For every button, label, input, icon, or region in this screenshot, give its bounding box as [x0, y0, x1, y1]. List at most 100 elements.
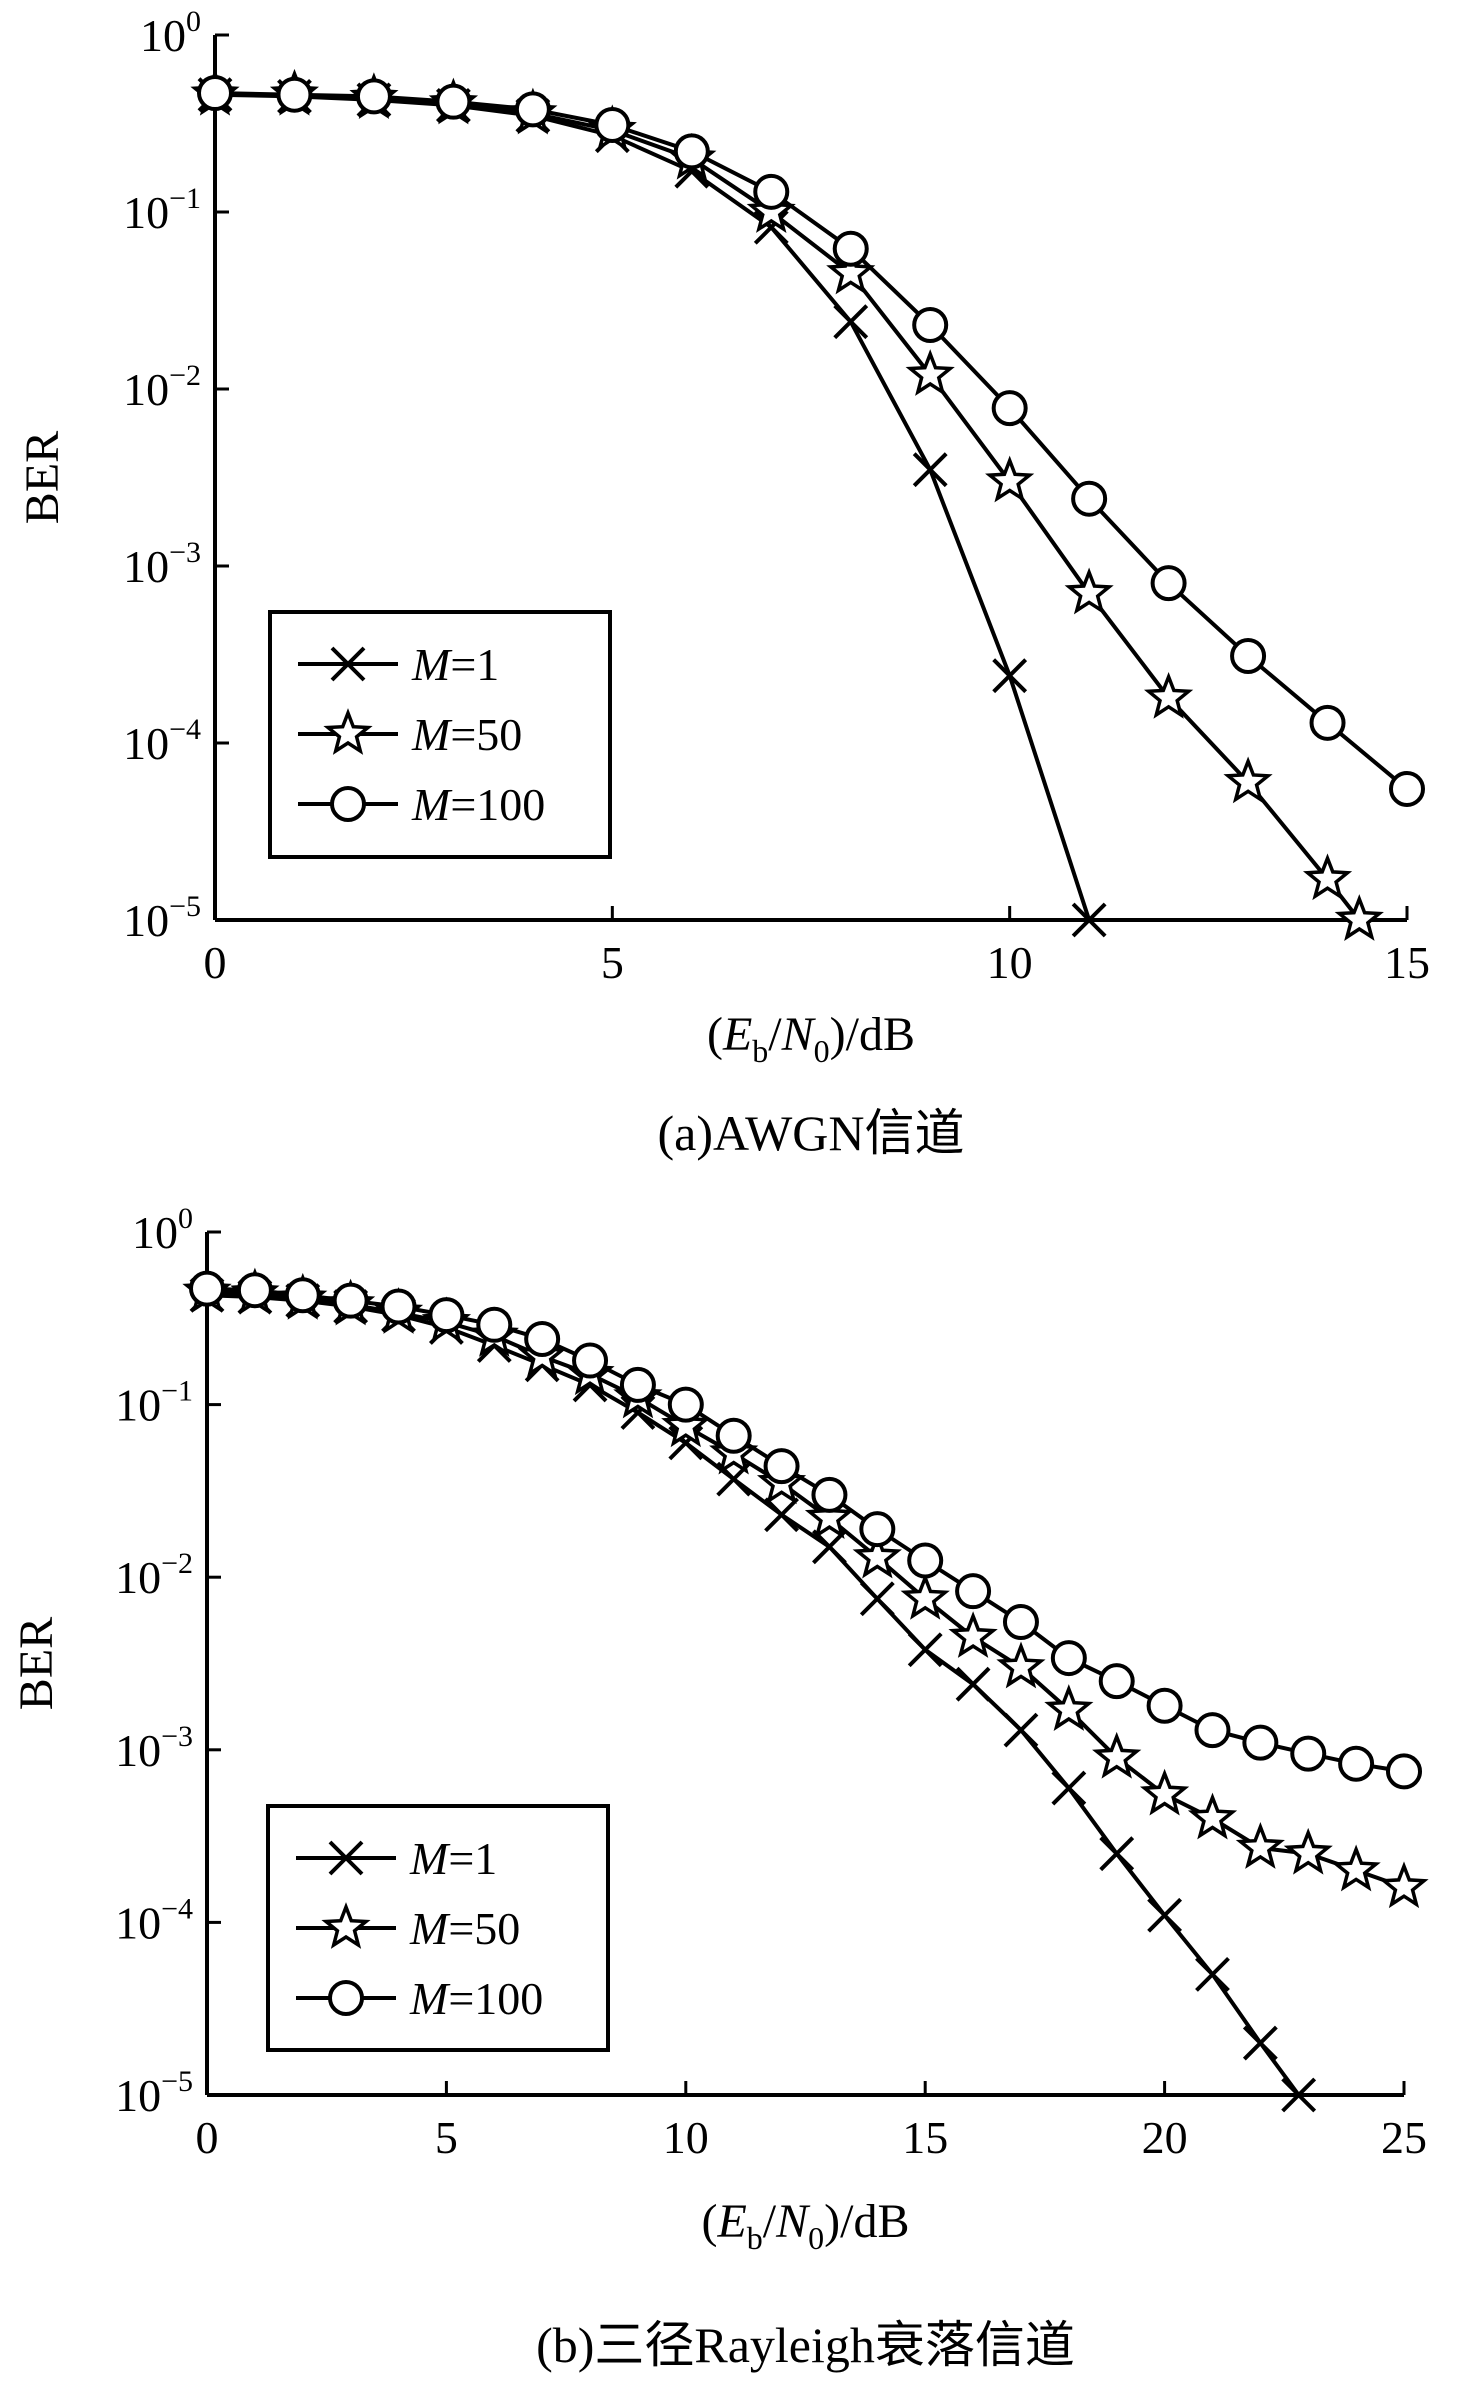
data-point: [1290, 1735, 1327, 1772]
legend-item: M=50: [298, 708, 522, 760]
data-point: [826, 247, 876, 295]
data-point: [715, 1417, 752, 1454]
y-tick-label: 10−2: [115, 1547, 193, 1603]
legend-item: M=100: [296, 1973, 543, 2024]
data-point: [753, 173, 790, 210]
data-point: [1379, 1861, 1429, 1909]
data-point: [859, 1581, 895, 1617]
data-point: [1235, 1822, 1285, 1869]
x-tick-label: 5: [435, 2112, 458, 2163]
legend-label: M=1: [409, 1833, 497, 1884]
legend-label: M=100: [409, 1973, 543, 2024]
data-point: [1334, 894, 1384, 941]
data-point: [1338, 1745, 1375, 1782]
data-point: [572, 1342, 609, 1379]
x-tick-label: 25: [1381, 2112, 1427, 2163]
data-point: [1002, 1604, 1039, 1641]
data-point: [1242, 1724, 1279, 1761]
data-point: [985, 455, 1035, 503]
data-point: [197, 75, 233, 112]
data-point: [912, 306, 949, 343]
data-point: [832, 230, 869, 267]
data-point: [996, 1641, 1046, 1689]
legend-label: M=50: [411, 709, 522, 760]
data-point: [1146, 1687, 1183, 1724]
y-tick-label: 10−1: [123, 182, 201, 238]
data-point: [189, 1270, 225, 1307]
legend-item: M=1: [298, 639, 499, 690]
y-tick-label: 10−1: [115, 1375, 193, 1431]
y-tick-label: 100: [132, 1202, 193, 1258]
data-point: [276, 76, 313, 113]
data-point: [833, 304, 869, 340]
data-point: [900, 1572, 950, 1620]
data-point: [476, 1306, 513, 1343]
x-tick-label: 15: [902, 2112, 948, 2163]
series-circle: [197, 75, 1425, 807]
data-point: [1187, 1792, 1238, 1840]
x-tick-label: 5: [601, 937, 624, 988]
data-point: [524, 1320, 561, 1357]
legend: M=1 M=50 M=100: [266, 1804, 610, 2052]
data-point: [236, 1272, 273, 1309]
x-tick-label: 0: [196, 2112, 219, 2163]
x-tick-label: 15: [1384, 937, 1430, 988]
data-point: [1003, 1712, 1039, 1748]
data-point: [907, 1542, 944, 1579]
data-point: [991, 390, 1028, 427]
data-point: [1331, 1844, 1381, 1892]
legend-label: M=100: [411, 779, 545, 830]
data-point: [1147, 1897, 1183, 1933]
series-line: [214, 91, 1409, 791]
figure-caption: (b)三径Rayleigh衰落信道: [536, 2317, 1075, 2373]
y-tick-label: 10−3: [115, 1720, 193, 1776]
legend-marker: [330, 646, 366, 682]
legend-marker: [328, 1840, 364, 1876]
x-axis-title: (Eb/N0)/dB: [701, 2195, 909, 2256]
data-point: [667, 1386, 704, 1423]
data-point: [764, 1497, 799, 1533]
data-point: [907, 1632, 943, 1668]
data-point: [1281, 2077, 1317, 2113]
data-point: [594, 107, 631, 144]
data-point: [852, 1531, 902, 1579]
data-point: [1223, 756, 1273, 804]
y-tick-label: 100: [140, 5, 201, 61]
chart-panel-2: 0 5 10 15 20 25 100 10−1 10−2 10−3 10−4 10−5 M=1 M=50…: [10, 1202, 1429, 2373]
data-point: [992, 658, 1028, 694]
data-point: [1389, 770, 1425, 807]
y-tick-label: 10−2: [123, 359, 201, 415]
y-tick-label: 10−5: [115, 2065, 193, 2121]
x-axis-title: (Eb/N0)/dB: [707, 1008, 915, 1069]
data-point: [1283, 1827, 1333, 1875]
legend-marker: [323, 708, 373, 755]
data-point: [1139, 1768, 1190, 1816]
data-point: [811, 1476, 848, 1513]
x-tick-label: 10: [987, 937, 1033, 988]
data-point: [355, 78, 392, 115]
data-point: [673, 133, 710, 170]
data-point: [1050, 1640, 1087, 1677]
y-tick-label: 10−4: [115, 1892, 193, 1948]
data-point: [514, 91, 551, 128]
data-point: [1150, 565, 1187, 602]
data-point: [859, 1511, 896, 1548]
y-tick-label: 10−4: [123, 713, 201, 769]
series-circle: [189, 1270, 1422, 1790]
data-point: [1098, 1663, 1135, 1700]
data-point: [1242, 2025, 1278, 2061]
legend-item: M=1: [296, 1833, 497, 1884]
x-tick-label: 20: [1142, 2112, 1188, 2163]
data-point: [1064, 567, 1114, 615]
data-point: [905, 349, 955, 396]
y-tick-label: 10−5: [123, 890, 201, 946]
data-point: [1071, 902, 1107, 938]
data-point: [1195, 1956, 1230, 1992]
legend: M=1 M=50 M=100: [268, 610, 612, 859]
data-point: [1302, 853, 1353, 901]
data-point: [1230, 638, 1267, 675]
series-line: [206, 1289, 1405, 1890]
legend-marker: [330, 786, 366, 822]
y-tick-label: 10−3: [123, 536, 201, 592]
